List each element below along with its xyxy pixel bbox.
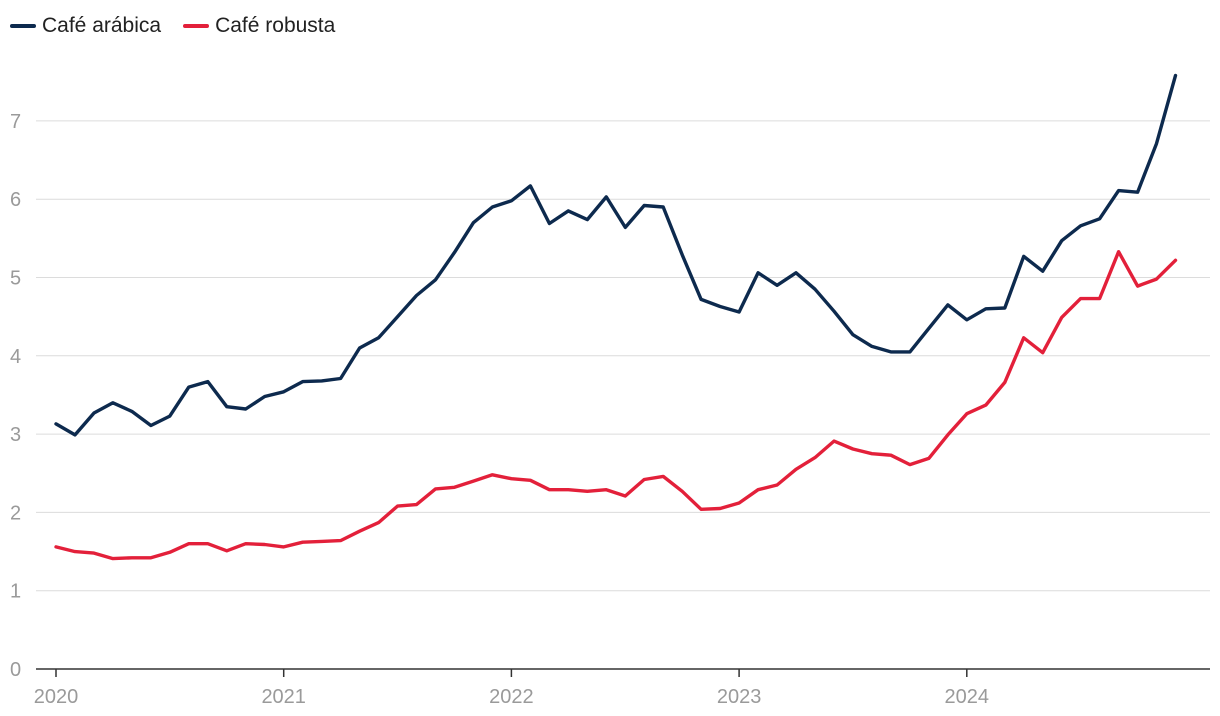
y-tick-label-5: 5 (10, 268, 21, 290)
y-tick-label-2: 2 (10, 502, 21, 524)
x-tick-label-2021: 2021 (261, 686, 306, 708)
legend-item-arabica: Café arábica (10, 14, 161, 38)
series-lines (54, 73, 1178, 561)
y-tick-label-4: 4 (10, 346, 21, 368)
y-tick-label-1: 1 (10, 581, 21, 603)
y-axis-ticks: 0 1 2 3 4 5 6 7 (10, 111, 21, 681)
x-tick-label-2022: 2022 (489, 686, 534, 708)
y-tick-label-3: 3 (10, 424, 21, 446)
legend-label-robusta: Café robusta (215, 14, 336, 37)
y-tick-label-0: 0 (10, 659, 21, 681)
legend: Café arábica Café robusta (10, 14, 357, 38)
grid-lines (36, 120, 1210, 592)
series-line-arabica (54, 73, 1178, 437)
legend-swatch-arabica (10, 24, 36, 28)
legend-item-robusta: Café robusta (183, 14, 335, 38)
series-line-robusta (54, 249, 1178, 561)
y-tick-label-6: 6 (10, 189, 21, 211)
y-tick-label-7: 7 (10, 111, 21, 133)
x-tick-label-2023: 2023 (717, 686, 762, 708)
x-tick-label-2024: 2024 (945, 686, 990, 708)
x-tick-label-2020: 2020 (34, 686, 79, 708)
legend-label-arabica: Café arábica (42, 14, 162, 37)
legend-swatch-robusta (183, 24, 210, 28)
x-axis-ticks: 2020 2021 2022 2023 2024 (34, 669, 989, 708)
